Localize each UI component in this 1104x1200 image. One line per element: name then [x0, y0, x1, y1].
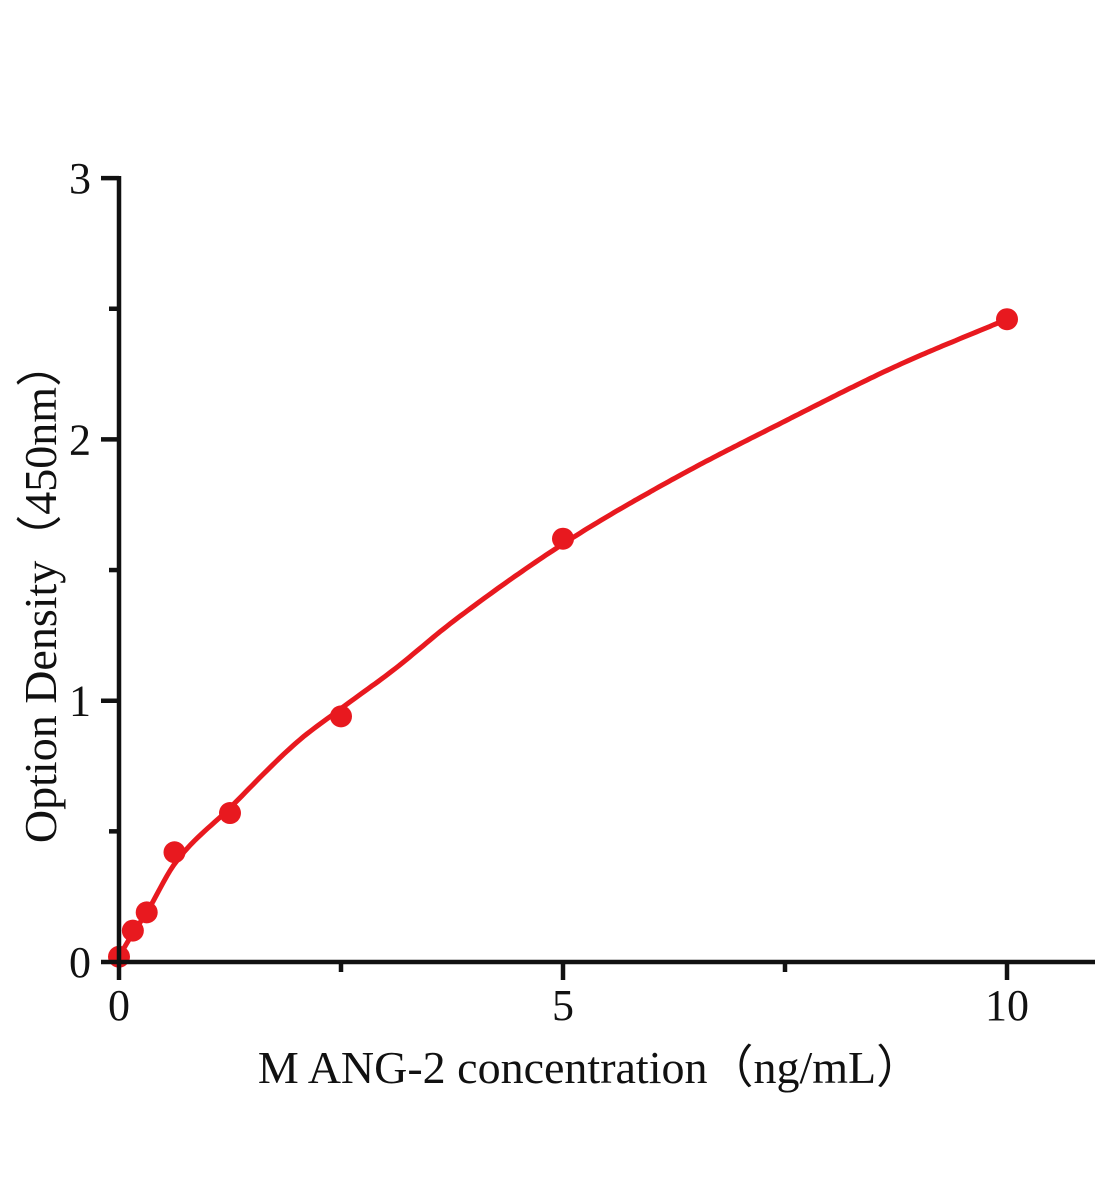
y-tick-label: 0 — [69, 938, 91, 987]
x-axis-title: M ANG-2 concentration（ng/mL） — [258, 1042, 922, 1093]
data-points-layer — [108, 308, 1018, 968]
fit-curve — [116, 316, 1010, 960]
fit-curve-layer — [116, 316, 1010, 960]
data-point — [163, 841, 186, 864]
y-tick-label: 2 — [69, 415, 91, 464]
data-point — [219, 802, 241, 825]
data-point — [330, 705, 352, 728]
data-point — [996, 308, 1018, 331]
tick-label-layer: 0 1 2 3 0 5 10 — [69, 154, 1029, 1030]
data-point — [121, 919, 144, 942]
y-tick-label: 1 — [69, 677, 91, 726]
x-tick-label: 5 — [552, 981, 574, 1030]
axes-layer — [101, 175, 1095, 980]
x-tick-label: 0 — [108, 981, 130, 1030]
data-point — [135, 901, 158, 924]
x-tick-label: 10 — [985, 981, 1029, 1030]
y-tick-label: 3 — [69, 154, 91, 203]
data-point — [552, 527, 574, 550]
y-axis-title: Option Density（450nm） — [15, 341, 66, 843]
